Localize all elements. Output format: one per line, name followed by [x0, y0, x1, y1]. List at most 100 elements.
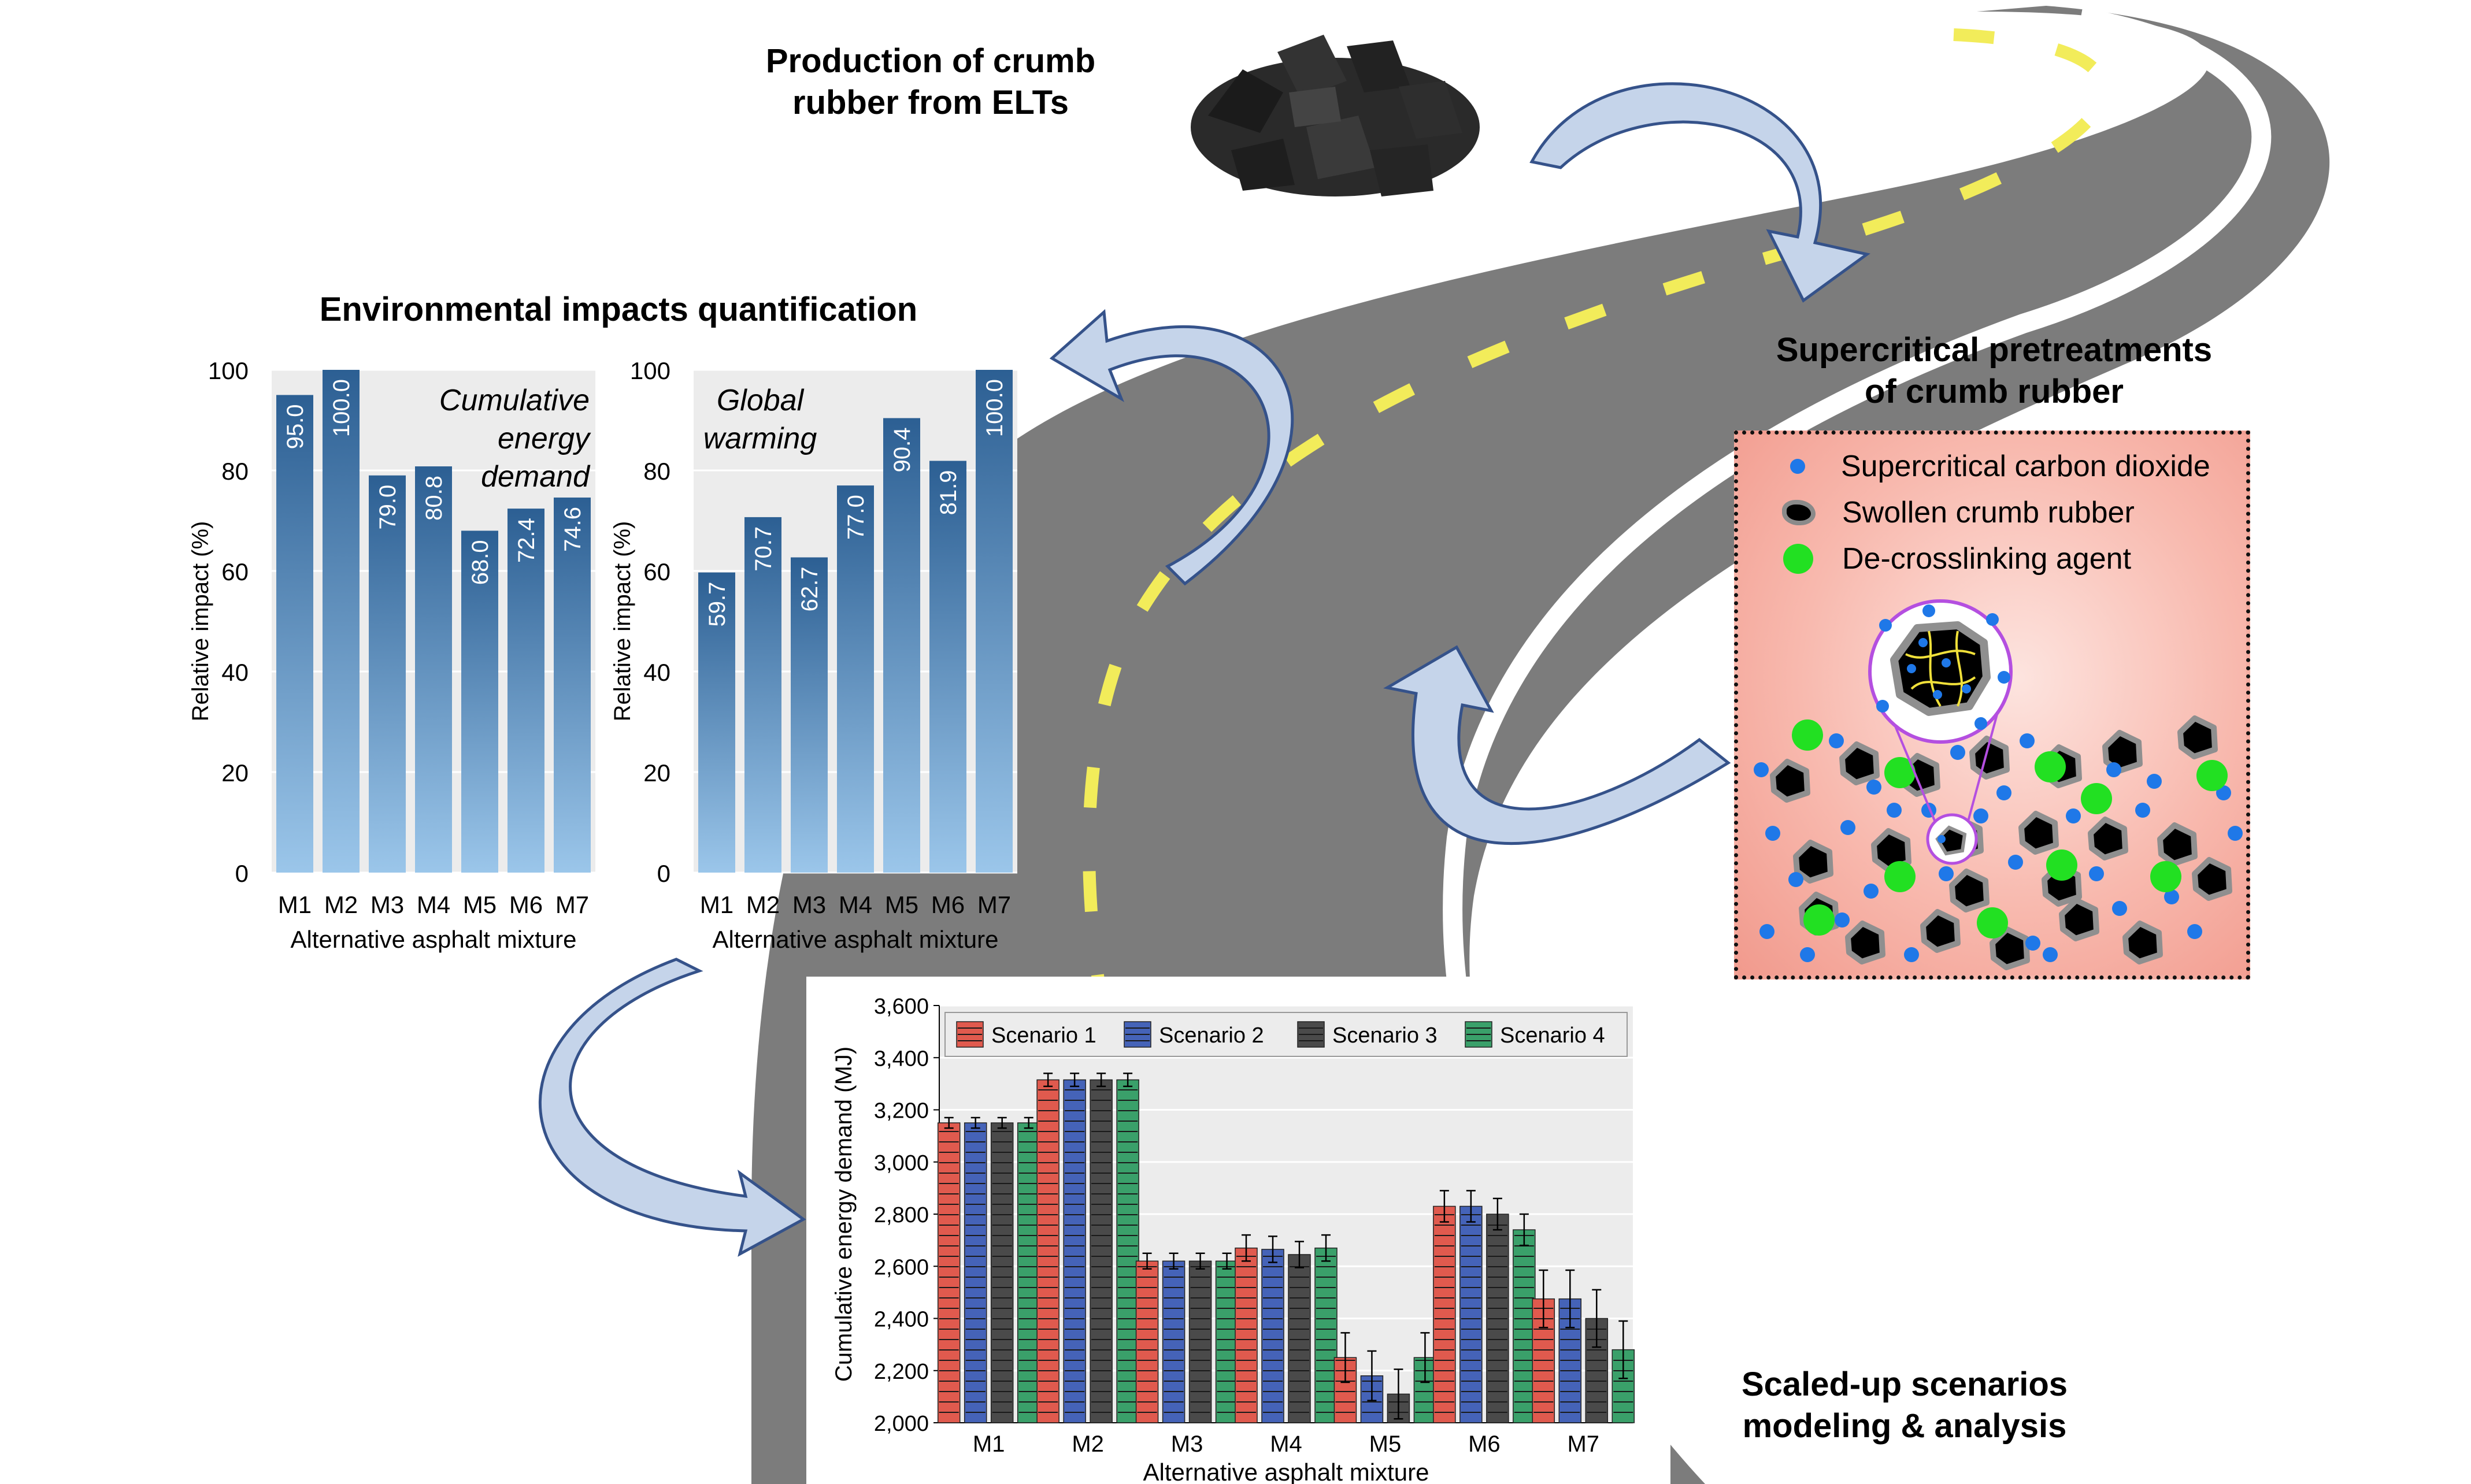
data-label: 74.6 — [560, 507, 586, 552]
bar — [276, 395, 313, 873]
x-tick-label: M6 — [509, 891, 543, 918]
arrow-pretreatment-to-impacts — [1383, 645, 1731, 845]
bar — [791, 557, 828, 873]
bar-scenario-3 — [1090, 1079, 1113, 1423]
bar-scenario-1 — [1433, 1205, 1456, 1423]
y-tick-label: 40 — [643, 659, 670, 686]
co2-dot — [1864, 884, 1879, 899]
bar — [507, 509, 544, 873]
bar — [929, 461, 966, 873]
y-axis-label: Relative impact (%) — [610, 521, 635, 722]
x-tick-label: M7 — [977, 891, 1011, 918]
x-tick-label: M7 — [1567, 1431, 1599, 1457]
y-tick-label: 20 — [221, 759, 249, 786]
x-tick-label: M5 — [885, 891, 918, 918]
data-label: 95.0 — [283, 405, 308, 450]
co2-dot — [1907, 664, 1916, 673]
y-tick-label: 100 — [630, 357, 670, 384]
legend-label: Scenario 3 — [1332, 1023, 1438, 1048]
y-tick-label: 60 — [221, 558, 249, 585]
y-tick-label: 3,000 — [874, 1151, 929, 1175]
rubber-particle — [1969, 736, 2010, 780]
rubber-particle — [1839, 741, 1880, 785]
chart-scenarios: 2,000 2,200 2,400 2,600 2,800 3,000 3,200 3,400… — [806, 977, 1670, 1484]
x-tick-label: M5 — [1369, 1431, 1402, 1457]
rubber-particle — [1793, 840, 1833, 884]
y-tick-label: 80 — [221, 458, 249, 485]
agent-dot — [1792, 719, 1823, 751]
co2-dot — [1996, 785, 2011, 800]
title-production: Production of crumb rubber from ELTs — [765, 42, 1096, 121]
rubber-particle-small — [1935, 825, 1967, 856]
title-supercritical: Supercritical pretreatments of crumb rub… — [1776, 331, 2213, 410]
co2-dot — [2008, 855, 2023, 870]
rubber-particle — [2088, 817, 2128, 860]
x-axis-label: Alternative asphalt mixture — [713, 926, 999, 953]
legend-box — [944, 1012, 1628, 1057]
x-tick-label: M4 — [839, 891, 872, 918]
co2-dot — [1829, 733, 1844, 748]
y-tick-label: 0 — [657, 860, 670, 887]
bar — [837, 485, 874, 873]
bar-scenario-2 — [964, 1122, 987, 1423]
crumb-rubber-image — [1191, 35, 1480, 196]
chart-annotation: Cumulative — [439, 384, 590, 417]
x-tick-label: M4 — [417, 891, 450, 918]
co2-dot — [1800, 947, 1815, 962]
agent-dot — [2046, 849, 2077, 881]
x-tick-label: M1 — [973, 1431, 1005, 1457]
co2-dot — [1876, 700, 1889, 713]
y-tick-label: 2,000 — [874, 1412, 929, 1436]
x-tick-label: M7 — [555, 891, 589, 918]
co2-dot — [2025, 936, 2040, 951]
co2-dot — [2020, 733, 2035, 748]
bar-scenario-3 — [990, 1122, 1014, 1423]
bar-scenario-3 — [1288, 1254, 1311, 1423]
co2-dot — [1962, 684, 1971, 693]
co2-dot — [1922, 604, 1935, 617]
bar — [744, 517, 781, 873]
chart-annotation: energy — [498, 422, 591, 455]
y-tick-label: 2,600 — [874, 1255, 929, 1279]
co2-dot — [1986, 613, 1999, 626]
co2-dot — [1950, 745, 1965, 760]
rubber-particle — [1920, 909, 1961, 953]
rubber-particle — [1990, 926, 2030, 970]
y-tick-label: 60 — [643, 558, 670, 585]
rubber-particle — [2102, 730, 2143, 774]
arrow-impacts-to-scenarios — [538, 958, 806, 1257]
y-tick-label: 0 — [235, 860, 249, 887]
x-tick-label: M2 — [324, 891, 358, 918]
rubber-particle — [1871, 828, 1911, 872]
bar — [554, 497, 591, 873]
x-tick-label: M3 — [792, 891, 826, 918]
x-axis-label: Alternative asphalt mixture — [1143, 1459, 1429, 1484]
bar-scenario-4 — [1314, 1247, 1338, 1423]
data-label: 59.7 — [705, 582, 730, 627]
x-tick-label: M1 — [278, 891, 312, 918]
agent-dot-icon — [1783, 544, 1813, 574]
legend-label: Scenario 4 — [1500, 1023, 1605, 1048]
rubber-particle — [2059, 897, 2099, 941]
co2-dot — [1754, 762, 1769, 777]
x-tick-label: M6 — [931, 891, 965, 918]
rubber-particle — [2177, 715, 2218, 759]
agent-dot — [1977, 907, 2008, 938]
co2-dot — [1973, 808, 1988, 823]
legend-label: Scenario 1 — [991, 1023, 1096, 1048]
pretreatment-panel: Supercritical carbon dioxide Swollen cru… — [1734, 431, 2250, 980]
x-axis-label: Alternative asphalt mixture — [291, 926, 577, 953]
x-tick-label: M1 — [700, 891, 733, 918]
co2-dot — [2066, 808, 2081, 823]
co2-dot — [1937, 835, 1946, 843]
bar-scenario-1 — [937, 1122, 961, 1423]
legend-rubber: Swollen crumb rubber — [1782, 492, 2135, 533]
y-tick-label: 20 — [643, 759, 670, 786]
co2-dot — [1879, 619, 1892, 632]
co2-dot — [1887, 803, 1902, 818]
co2-dot — [2089, 866, 2104, 881]
polymer-chain — [1955, 630, 1963, 707]
bar-scenario-3 — [1188, 1260, 1212, 1423]
bar-scenario-2 — [1459, 1205, 1483, 1423]
